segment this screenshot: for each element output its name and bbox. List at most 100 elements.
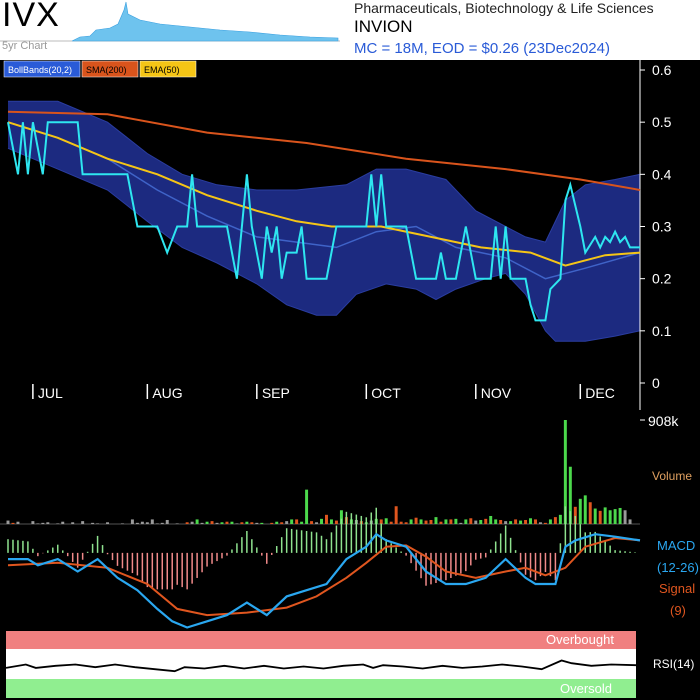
- month-label: JUL: [38, 385, 63, 401]
- price-line: [7, 121, 640, 322]
- volume-bar: [275, 521, 279, 524]
- volume-bar: [245, 521, 249, 524]
- volume-bar: [464, 519, 468, 524]
- rsi-oversold-zone: [6, 679, 636, 698]
- volume-bar: [434, 517, 438, 524]
- legend-swatch: [81, 60, 139, 78]
- volume-bar: [320, 518, 323, 524]
- price-tick-label: 0.1: [652, 323, 672, 339]
- volume-bar: [310, 521, 314, 524]
- price-tick-label: 0.5: [652, 114, 672, 130]
- legend-label: EMA(50): [144, 65, 180, 75]
- signal-label: Signal: [659, 581, 695, 596]
- volume-bar: [145, 522, 149, 524]
- volume-bar: [563, 420, 567, 524]
- month-label: NOV: [481, 385, 512, 401]
- volume-bar: [588, 502, 592, 524]
- legend-swatch: [139, 60, 197, 78]
- volume-bar: [81, 521, 85, 524]
- price-tick-label: 0.3: [652, 219, 672, 235]
- overbought-label: Overbought: [546, 632, 614, 647]
- volume-bar: [524, 519, 528, 524]
- rsi-neutral-zone: [6, 649, 636, 679]
- volume-bar: [230, 521, 234, 524]
- volume-bar: [548, 519, 552, 524]
- volume-bar: [489, 515, 493, 524]
- bollinger-upper-line: [8, 100, 641, 243]
- volume-bar: [91, 522, 95, 524]
- volume-bar: [46, 522, 50, 524]
- volume-bar: [285, 521, 289, 524]
- volume-bar: [135, 522, 139, 524]
- volume-bar: [295, 519, 299, 524]
- volume-bar: [578, 498, 582, 524]
- volume-bar: [31, 521, 35, 524]
- month-label: SEP: [262, 385, 290, 401]
- volume-bar: [449, 519, 453, 524]
- volume-bar: [394, 506, 398, 524]
- ticker-symbol: IVX: [2, 0, 60, 34]
- volume-bar: [225, 521, 229, 524]
- volume-bar: [419, 519, 423, 524]
- volume-bar: [165, 519, 169, 524]
- company-name: INVION: [354, 17, 413, 36]
- volume-bar: [414, 517, 418, 524]
- sparkline-area: [71, 1, 339, 42]
- volume-bar: [598, 510, 602, 524]
- price-tick-label: 0.4: [652, 166, 672, 182]
- ema50-line: [7, 121, 641, 267]
- volume-bar: [130, 519, 134, 524]
- volume-bar: [538, 522, 542, 524]
- price-tick-label: 0.6: [652, 62, 672, 78]
- volume-bar: [404, 522, 408, 524]
- volume-bar: [185, 522, 189, 524]
- volume-bar: [593, 508, 597, 524]
- legend-swatch: [3, 60, 81, 78]
- volume-bar: [215, 522, 219, 524]
- volume-bar: [484, 518, 488, 524]
- five-year-sparkline: [0, 0, 340, 56]
- volume-bar: [389, 521, 393, 524]
- volume-bar: [454, 518, 458, 524]
- volume-bar: [439, 521, 443, 524]
- volume-bar: [140, 521, 144, 524]
- volume-bar: [613, 509, 617, 524]
- volume-bar: [41, 522, 45, 524]
- volume-bar: [608, 510, 612, 524]
- volume-bar: [11, 522, 15, 524]
- volume-bar: [210, 521, 214, 524]
- bollinger-middle-line: [7, 121, 641, 280]
- volume-bar: [160, 522, 164, 524]
- signal-params-label: (9): [670, 603, 686, 618]
- volume-bar: [583, 495, 587, 524]
- volume-bar: [305, 489, 309, 524]
- volume-bar: [220, 522, 224, 524]
- volume-bar: [270, 522, 274, 524]
- rsi-line: [5, 659, 637, 673]
- rsi-label: RSI(14): [653, 657, 694, 671]
- sparkline-label: 5yr Chart: [2, 40, 48, 52]
- sma200-line: [7, 110, 641, 191]
- volume-bar: [334, 520, 338, 524]
- volume-bar: [499, 519, 503, 524]
- volume-bar: [325, 514, 328, 524]
- volume-bar: [534, 519, 537, 524]
- volume-bar: [329, 519, 333, 524]
- legend-label: SMA(200): [86, 65, 127, 75]
- volume-bar: [120, 523, 124, 524]
- volume-bar: [339, 510, 343, 524]
- volume-bar: [16, 521, 20, 524]
- macd-label: MACD: [657, 538, 695, 553]
- volume-bar: [469, 518, 473, 524]
- volume-bar: [444, 519, 448, 524]
- volume-bar: [543, 522, 547, 524]
- volume-bar: [106, 522, 110, 524]
- volume-bar: [459, 522, 463, 524]
- volume-bar: [36, 523, 40, 524]
- stock-chart: 0.6 0.5 0.4 0.3 0.2 0.1 0 JUL AUG SEP OCT NOV DEC Bol…: [0, 60, 700, 700]
- volume-bar: [260, 522, 264, 524]
- macd-line: [8, 532, 641, 629]
- volume-bar: [195, 519, 199, 524]
- volume-bar: [71, 522, 75, 524]
- volume-bar: [150, 519, 154, 524]
